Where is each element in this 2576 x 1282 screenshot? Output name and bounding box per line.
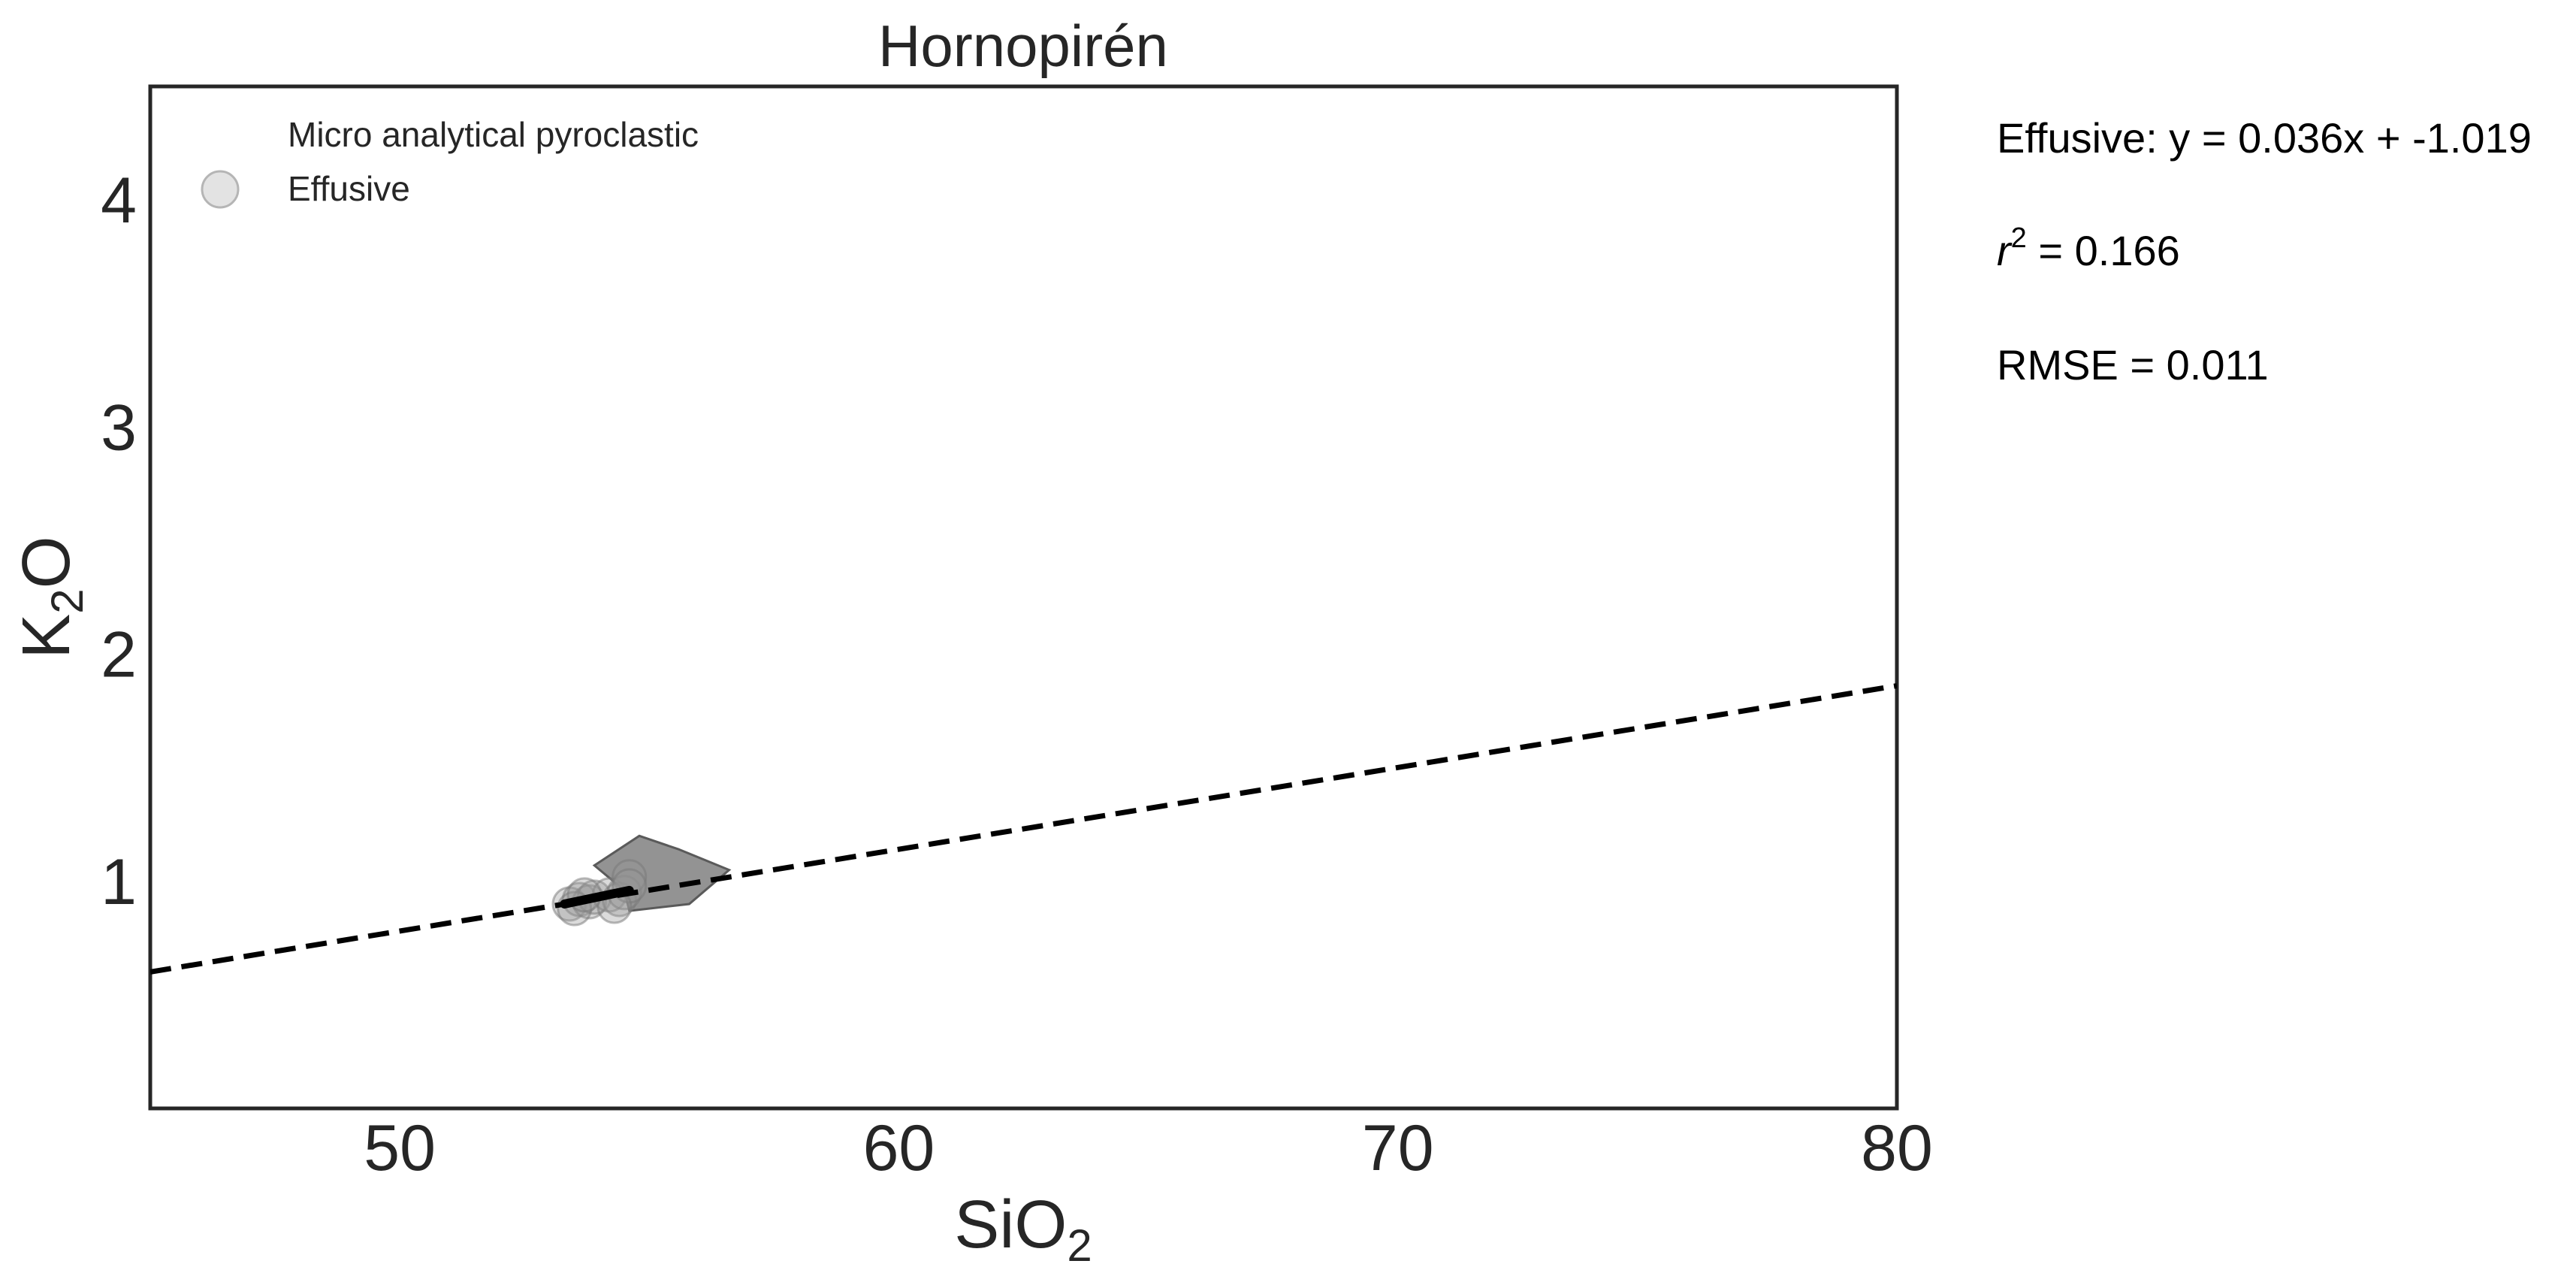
- y-tick-label: 1: [101, 846, 137, 918]
- chart-title-group: Hornopirén: [878, 13, 1168, 79]
- y-axis-label: K2O: [9, 536, 92, 658]
- y-axis-label-subscript: 2: [42, 588, 92, 613]
- plot-area: [148, 84, 1899, 1111]
- x-axis-label: SiO2: [954, 1187, 1092, 1271]
- y-axis-label-main: K: [9, 614, 84, 659]
- x-axis-label-main: SiO: [954, 1187, 1067, 1262]
- y-tick-label: 4: [101, 165, 137, 237]
- x-tick-label: 80: [1861, 1112, 1933, 1184]
- r2-annotation: r2 = 0.166: [1997, 222, 2180, 274]
- equation-annotation: Effusive: y = 0.036x + -1.019: [1997, 114, 2532, 162]
- legend: Micro analytical pyroclastic Effusive: [201, 115, 699, 209]
- regression-annotations: Effusive: y = 0.036x + -1.019 r2 = 0.166…: [1997, 114, 2532, 389]
- regression-line: [150, 683, 1897, 975]
- y-tick-labels: 1 2 3 4: [101, 165, 137, 918]
- x-tick-label: 50: [364, 1112, 436, 1184]
- legend-entry-effusive-marker: [201, 170, 240, 209]
- rmse-annotation: RMSE = 0.011: [1997, 341, 2269, 389]
- y-tick-label: 2: [101, 619, 137, 691]
- r2-exponent: 2: [2011, 222, 2027, 254]
- x-tick-label: 60: [863, 1112, 935, 1184]
- chart-title: Hornopirén: [878, 13, 1168, 79]
- x-axis-label-subscript: 2: [1067, 1220, 1092, 1271]
- r2-symbol: r: [1997, 227, 2013, 274]
- y-tick-label: 3: [101, 392, 137, 464]
- legend-entry-pyroclastic-label: Micro analytical pyroclastic: [288, 115, 699, 154]
- x-tick-labels: 50 60 70 80: [364, 1112, 1933, 1184]
- r2-value: = 0.166: [2027, 227, 2180, 274]
- plot-frame: [148, 84, 1899, 1111]
- y-axis-label-rest: O: [9, 536, 84, 588]
- x-tick-label: 70: [1362, 1112, 1434, 1184]
- plot-marks: [150, 683, 1897, 975]
- legend-entry-effusive-label: Effusive: [288, 169, 410, 208]
